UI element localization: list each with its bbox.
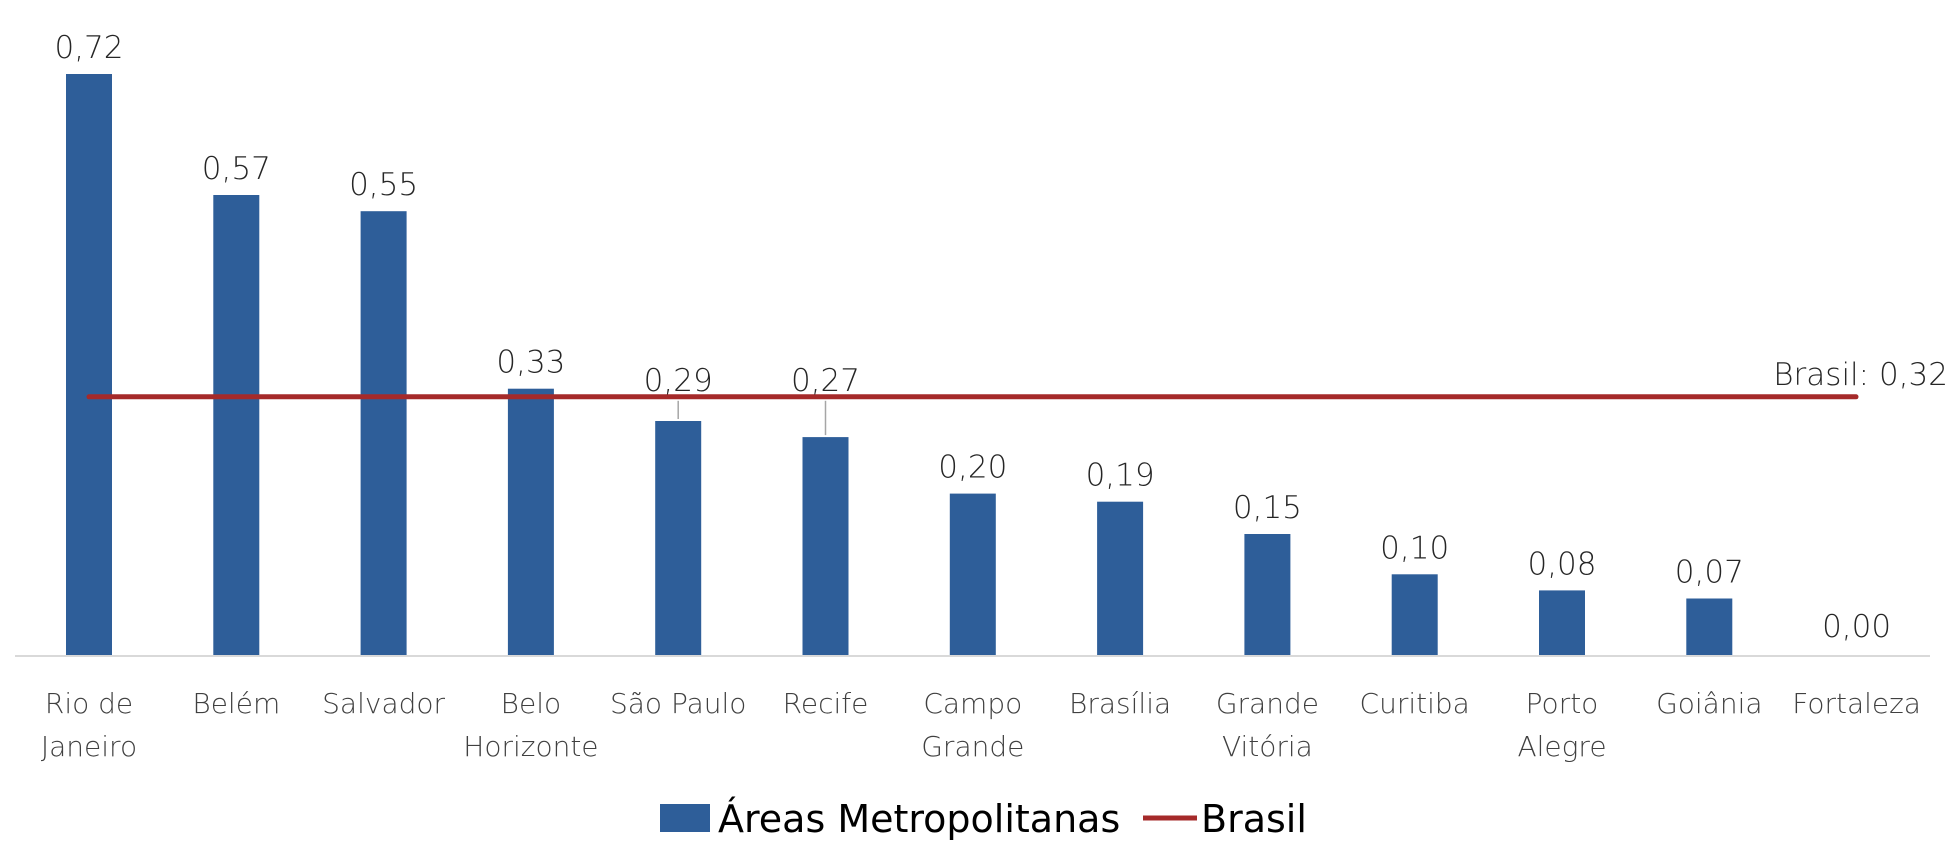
value-label-2: 0,55	[349, 167, 418, 203]
bar-0	[66, 74, 112, 655]
category-label-6-line-0: Campo	[923, 687, 1022, 720]
category-label-3-line-1: Horizonte	[463, 730, 598, 763]
value-label-1: 0,57	[202, 151, 271, 187]
value-label-4: 0,29	[644, 363, 713, 399]
category-label-7: Brasília	[1069, 687, 1171, 720]
value-label-11: 0,07	[1675, 555, 1744, 591]
value-label-8: 0,15	[1233, 490, 1302, 526]
bar-10	[1539, 590, 1585, 655]
bar-5	[802, 437, 849, 655]
value-label-7: 0,19	[1086, 458, 1155, 494]
category-label-3-line-0: Belo	[501, 687, 561, 720]
value-label-9: 0,10	[1380, 530, 1449, 566]
category-label-10-line-0: Porto	[1526, 687, 1599, 720]
value-label-12: 0,00	[1822, 609, 1891, 645]
category-label-11: Goiânia	[1656, 687, 1762, 720]
value-label-3: 0,33	[496, 345, 565, 381]
reference-line-layer: Brasil: 0,32	[86, 357, 1948, 400]
bar-4	[655, 421, 702, 655]
legend: Áreas Metropolitanas Brasil	[660, 797, 1307, 841]
category-label-9: Curitiba	[1360, 687, 1470, 720]
category-label-5: Recife	[783, 687, 869, 720]
category-label-8-line-1: Vitória	[1222, 730, 1313, 763]
value-label-10: 0,08	[1527, 546, 1596, 582]
bar-7	[1097, 501, 1144, 655]
bar-8	[1244, 534, 1291, 655]
category-label-6-line-1: Grande	[921, 730, 1024, 763]
category-label-2: Salvador	[322, 687, 445, 720]
brasil-reference-label: Brasil: 0,32	[1773, 357, 1948, 393]
legend-swatch-bars	[660, 804, 710, 832]
category-label-8-line-0: Grande	[1216, 687, 1319, 720]
category-label-10-line-1: Alegre	[1517, 730, 1606, 763]
bar-6	[949, 493, 996, 655]
bar-9	[1391, 574, 1438, 655]
bars-layer	[66, 74, 1733, 655]
value-labels-layer: 0,72 0,57 0,55 0,33 0,29 0,27 0,20 0,19 0,15 0,10…	[54, 30, 1891, 645]
value-label-5: 0,27	[791, 363, 860, 399]
category-label-4: São Paulo	[610, 687, 746, 720]
category-label-12: Fortaleza	[1792, 687, 1921, 720]
value-label-0: 0,72	[54, 30, 123, 66]
value-label-6: 0,20	[938, 450, 1007, 486]
category-label-0-line-1: Janeiro	[41, 730, 137, 763]
legend-label-bars: Áreas Metropolitanas	[718, 797, 1120, 841]
category-labels-layer: Rio de Janeiro Belém Salvador Belo Horizonte S…	[41, 687, 1921, 763]
bar-11	[1686, 598, 1733, 655]
bar-2	[360, 211, 407, 655]
bar-3	[507, 388, 554, 655]
category-label-0-line-0: Rio de	[45, 687, 133, 720]
legend-label-line: Brasil	[1201, 797, 1307, 841]
category-label-1: Belém	[192, 687, 280, 720]
bar-1	[213, 195, 260, 655]
